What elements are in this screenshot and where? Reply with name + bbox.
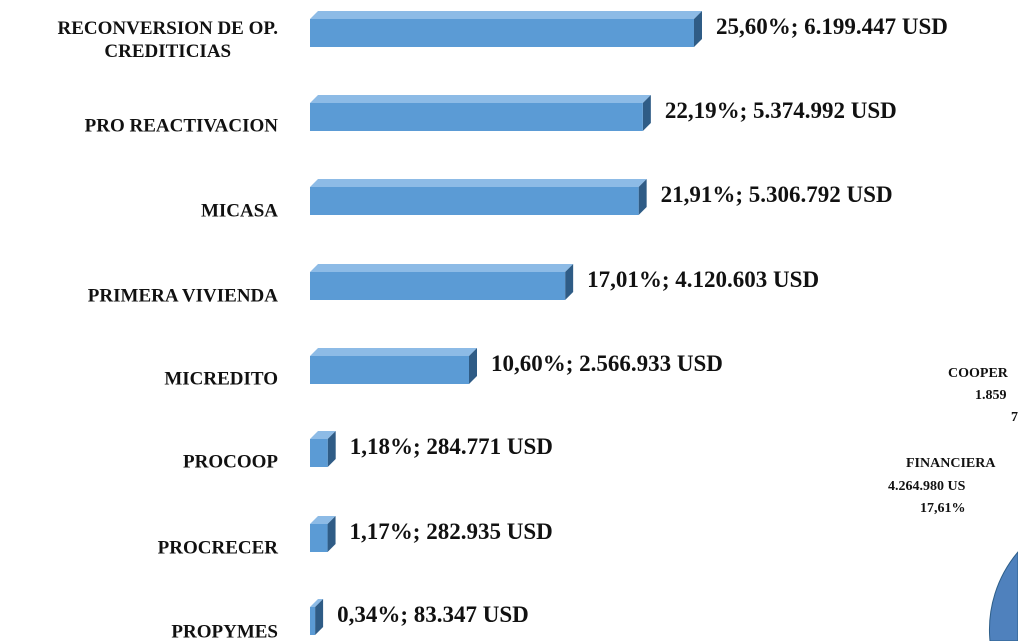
category-label: PROPYMES	[171, 621, 278, 641]
bar	[310, 599, 324, 635]
value-label: 25,60%; 6.199.447 USD	[716, 14, 948, 39]
bar-face	[565, 264, 574, 300]
bar-face	[310, 356, 469, 384]
bar	[310, 516, 336, 552]
value-label: 17,01%; 4.120.603 USD	[587, 267, 820, 292]
bar-face	[310, 348, 477, 356]
bar-face	[310, 439, 328, 467]
bar-face	[310, 19, 694, 47]
value-label: 0,34%; 83.347 USD	[337, 602, 529, 627]
bar-face	[310, 607, 316, 635]
bar-face	[309, 103, 643, 131]
bar-face	[327, 431, 336, 467]
annotation: COOPER	[948, 366, 1008, 381]
value-label: 21,91%; 5.306.792 USD	[660, 182, 893, 207]
bar-face	[469, 348, 477, 384]
bar	[310, 348, 477, 384]
bar-face	[315, 599, 324, 635]
bar-face	[694, 11, 702, 47]
value-label: 10,60%; 2.566.933 USD	[491, 351, 723, 376]
bar-face	[310, 95, 651, 103]
annotation: 4.264.980 US	[888, 479, 966, 494]
category-label: PROCOOP	[183, 451, 278, 473]
category-label: PRO REACTIVACION	[84, 115, 278, 137]
category-label: PROCRECER	[157, 537, 278, 559]
bar-face	[310, 599, 324, 607]
annotation: 17,61%	[920, 501, 966, 516]
pie-fragment	[988, 551, 1018, 641]
bar-face	[310, 179, 647, 187]
value-label: 1,17%; 282.935 USD	[349, 519, 553, 544]
annotation: FINANCIERA	[906, 456, 996, 471]
bar	[310, 11, 702, 47]
bar-face	[638, 179, 647, 215]
bar-face	[310, 272, 566, 300]
value-label: 1,18%; 284.771 USD	[349, 434, 553, 459]
category-label: PRIMERA VIVIENDA	[87, 285, 278, 307]
category-label: MICREDITO	[164, 368, 278, 390]
bar-face	[310, 11, 702, 19]
bar-face	[310, 431, 336, 439]
bar	[309, 95, 651, 131]
bar-face	[310, 516, 336, 524]
bar-face	[310, 524, 328, 552]
bar-face	[310, 264, 574, 272]
bar	[310, 264, 574, 300]
bar-face	[310, 187, 639, 215]
bar-face	[642, 95, 651, 131]
bar-face	[327, 516, 336, 552]
value-label: 22,19%; 5.374.992 USD	[664, 98, 897, 123]
bar	[310, 179, 647, 215]
bar	[310, 431, 336, 467]
category-label: MICASA	[200, 200, 278, 222]
annotation: 7	[1011, 410, 1018, 425]
annotation: 1.859	[975, 388, 1007, 403]
category-label: RECONVERSION DE OP. CREDITICIAS	[57, 18, 278, 62]
